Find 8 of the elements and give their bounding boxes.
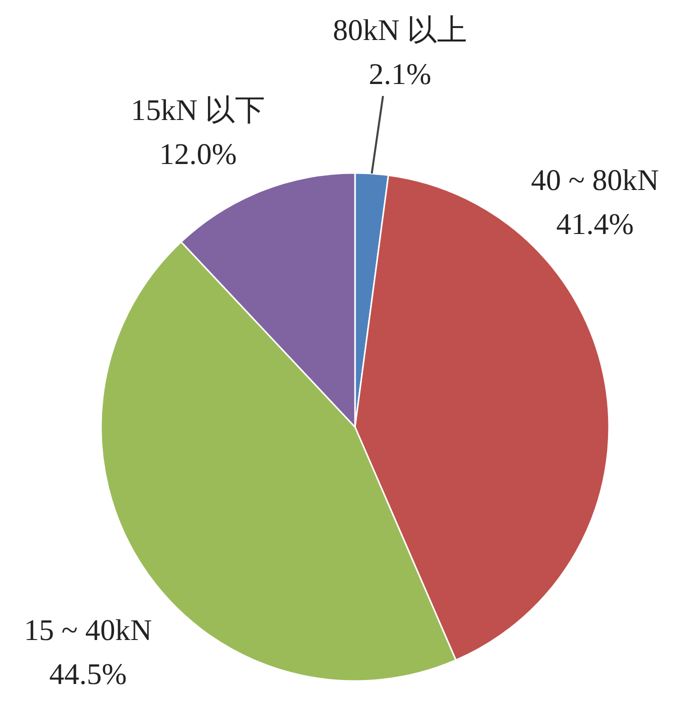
- data-label: 44.5%: [49, 658, 127, 691]
- slice-label: 40 ~ 80kN: [531, 164, 659, 197]
- slice-label: 80kN 以上: [332, 14, 468, 47]
- slice-label: 15kN 以下: [130, 94, 266, 127]
- data-label: 41.4%: [556, 208, 634, 241]
- slice-label: 15 ~ 40kN: [24, 614, 152, 647]
- data-label: 2.1%: [368, 58, 432, 91]
- data-label: 12.0%: [159, 138, 237, 171]
